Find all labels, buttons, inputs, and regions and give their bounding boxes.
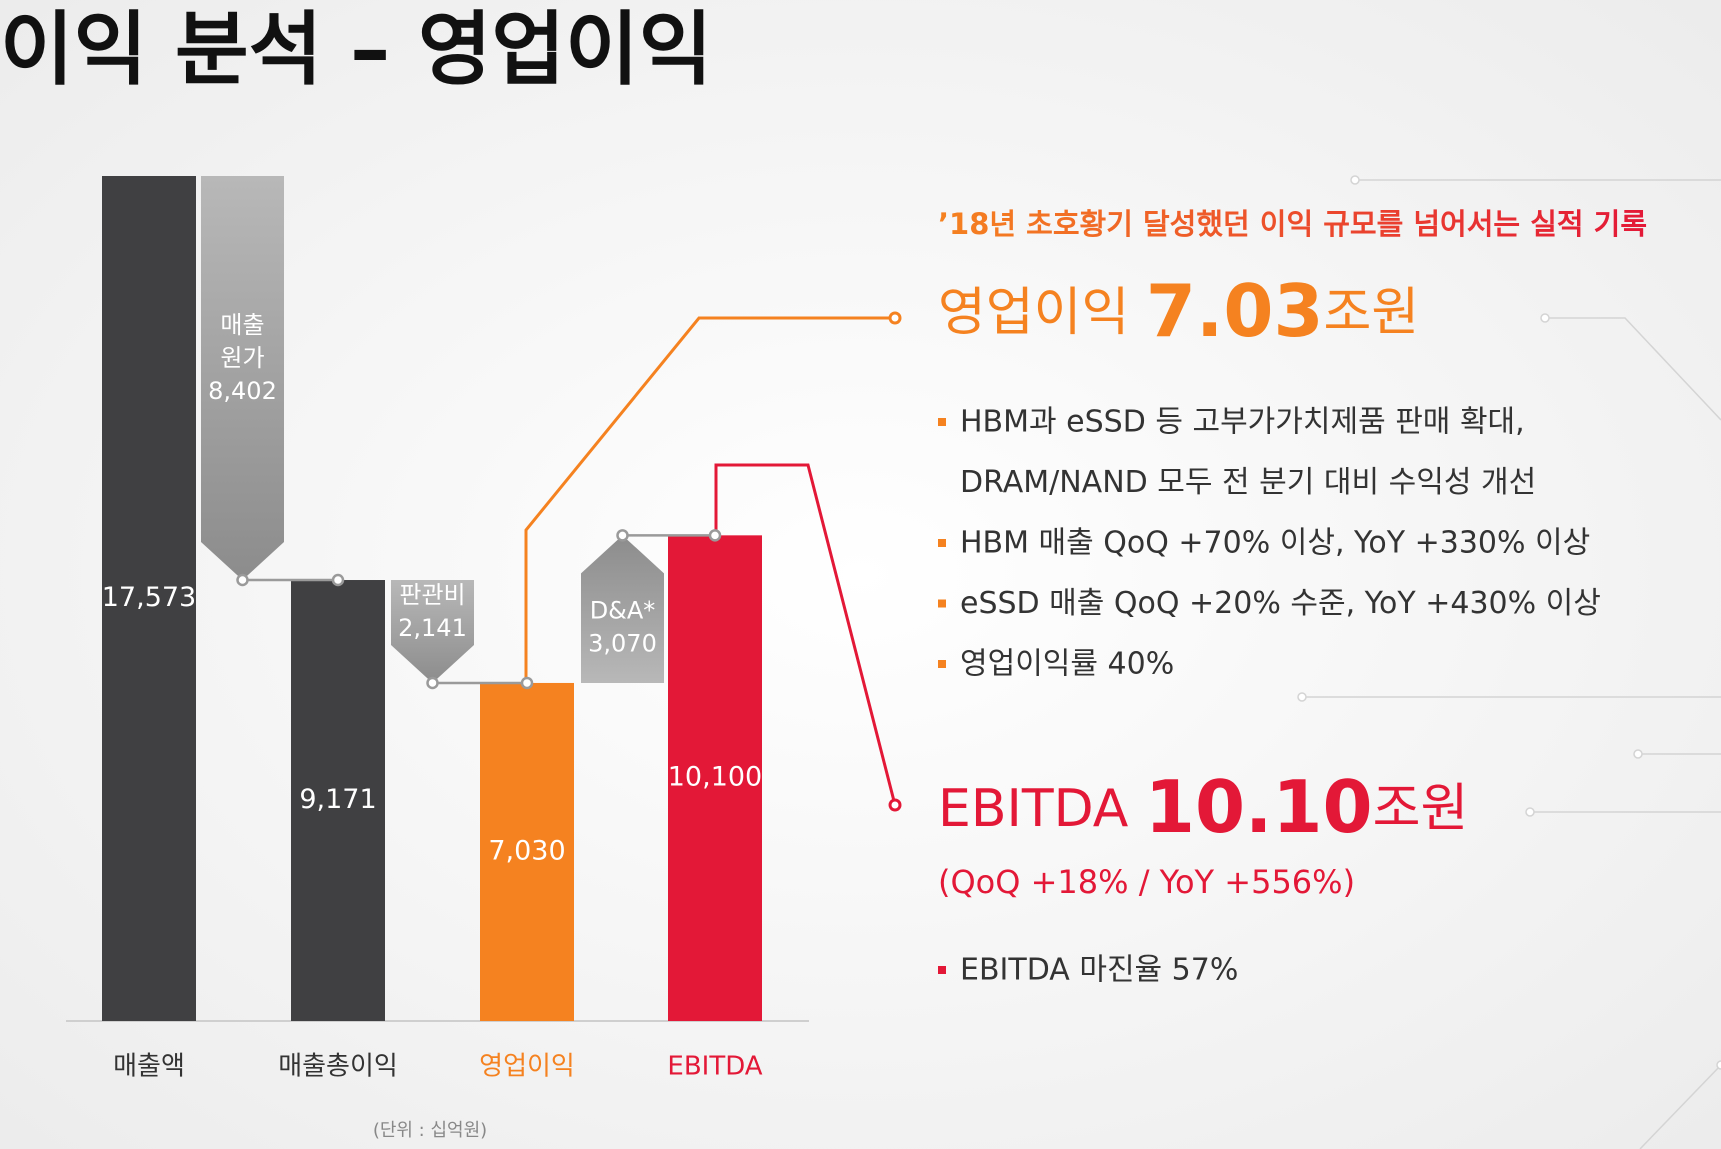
bullet-text: 영업이익률 40% — [960, 647, 1174, 682]
connector-dot — [426, 676, 439, 690]
ebitda-leader — [714, 463, 897, 806]
step-name: D&A* — [590, 597, 656, 625]
bar — [480, 682, 574, 1021]
bar-value-label: 17,573 — [102, 582, 196, 613]
op-value: 7.03 — [1146, 269, 1324, 353]
step-name: 원가 — [220, 344, 264, 372]
bar-value-label: 7,030 — [488, 835, 565, 866]
bullet — [938, 599, 946, 608]
connector-dot — [236, 573, 249, 587]
bullet-text: HBM과 eSSD 등 고부가가치제품 판매 확대, — [960, 405, 1525, 440]
category-label: 매출액 — [113, 1052, 185, 1082]
page-title: 이익 분석 – 영업이익 — [0, 3, 712, 96]
step-arrow — [201, 176, 284, 581]
step-arrow — [391, 580, 474, 683]
ebitda-value: 10.10 — [1145, 765, 1373, 849]
op-unit: 조원 — [1324, 283, 1420, 343]
bar-value-label: 9,171 — [299, 784, 376, 815]
step-arrow — [581, 535, 664, 683]
connector-dot — [331, 573, 345, 587]
bar — [291, 580, 385, 1021]
bullet — [938, 966, 946, 974]
ebitda-unit: 조원 — [1373, 779, 1469, 839]
bar — [668, 535, 762, 1021]
step-value-label: 2,141 — [398, 614, 467, 642]
connector-dot — [520, 676, 534, 690]
bullet — [938, 660, 946, 668]
bullet — [938, 418, 946, 426]
op-headline: 영업이익 7.03조원 — [938, 269, 1419, 353]
bullet-text: eSSD 매출 QoQ +20% 수준, YoY +430% 이상 — [960, 586, 1601, 621]
connector-dot — [616, 529, 629, 542]
step-name: 판관비 — [399, 581, 465, 609]
decoration — [1297, 175, 1721, 1149]
bar — [102, 176, 196, 1021]
bar-value-label: 10,100 — [668, 762, 762, 793]
unit-note: (단위 : 십억원) — [373, 1120, 487, 1141]
ebitda-leader-dot — [888, 798, 902, 812]
category-label: 매출총이익 — [278, 1052, 398, 1082]
step-name: 매출 — [220, 311, 264, 339]
ebitda-growth: (QoQ +18% / YoY +556%) — [938, 863, 1355, 901]
headline: ’18년 초호황기 달성했던 이익 규모를 넘어서는 실적 기록 — [938, 207, 1647, 241]
ebitda-headline: EBITDA 10.10조원 — [938, 765, 1468, 849]
bullet-text: EBITDA 마진율 57% — [960, 953, 1238, 988]
bullet-text: HBM 매출 QoQ +70% 이상, YoY +330% 이상 — [960, 526, 1590, 561]
connector-dot — [708, 529, 722, 542]
category-label: 영업이익 — [479, 1052, 575, 1082]
op-leader-dot — [888, 311, 902, 325]
bullet — [938, 539, 946, 547]
op-leader — [524, 316, 895, 685]
category-label: EBITDA — [667, 1052, 762, 1082]
ebitda-label: EBITDA — [938, 779, 1145, 839]
bullet-text: DRAM/NAND 모두 전 분기 대비 수익성 개선 — [960, 465, 1536, 500]
step-value-label: 3,070 — [588, 630, 657, 658]
op-label: 영업이익 — [938, 283, 1146, 343]
step-value-label: 8,402 — [208, 377, 277, 405]
